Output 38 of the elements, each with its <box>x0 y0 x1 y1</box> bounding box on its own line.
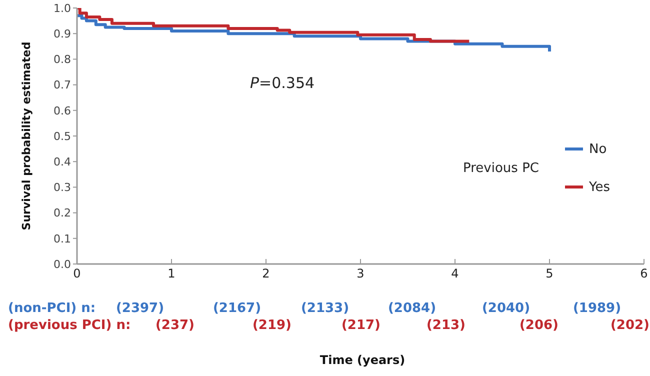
text: (2397) <box>116 301 164 316</box>
text: (219) <box>252 318 292 333</box>
text: (2133) <box>300 301 350 316</box>
y-tick-label: 0.6 <box>54 104 71 118</box>
y-tick-label: 0.2 <box>54 206 71 220</box>
x-tick-label: 3 <box>356 266 364 281</box>
text: (2084) <box>388 301 436 316</box>
text: (1989) <box>572 301 622 316</box>
y-tick-label: 0.0 <box>54 258 71 271</box>
x-tick-label: 5 <box>546 266 554 281</box>
y-tick-label: 0.5 <box>54 130 71 143</box>
x-tick-label: 6 <box>640 266 648 281</box>
text: (217) <box>341 318 381 333</box>
y-tick-label: 0.3 <box>54 181 71 194</box>
x-tick-label: 2 <box>262 266 270 281</box>
y-tick-label: 0.4 <box>54 156 71 169</box>
x-tick-label: 4 <box>451 266 459 281</box>
text: (237) <box>155 318 195 333</box>
y-tick-label: 0.7 <box>54 78 71 92</box>
annotation: P=0.354 <box>250 74 315 92</box>
y-tick-label: 0.1 <box>54 232 71 246</box>
x-tick-label: 0 <box>73 266 81 281</box>
text: Time (years) <box>318 353 406 367</box>
y-tick-label: 0.9 <box>54 28 71 41</box>
y-axis-title: Survival probability estimated <box>20 42 33 230</box>
legend-label: No <box>589 142 607 156</box>
text: (206) <box>519 318 559 333</box>
y-tick-label: 1.0 <box>54 2 71 15</box>
x-tick-label: 1 <box>168 266 176 281</box>
text: (non-PCI) n: <box>8 301 96 316</box>
text: (202) <box>610 318 650 333</box>
text: (2040) <box>482 301 530 316</box>
text: (213) <box>426 318 466 333</box>
legend-label: Yes <box>589 180 610 194</box>
text: (2167) <box>212 301 262 316</box>
text: (previous PCI) n: <box>8 318 131 333</box>
legend-title: Previous PC <box>463 160 539 176</box>
y-tick-label: 0.8 <box>54 53 71 66</box>
